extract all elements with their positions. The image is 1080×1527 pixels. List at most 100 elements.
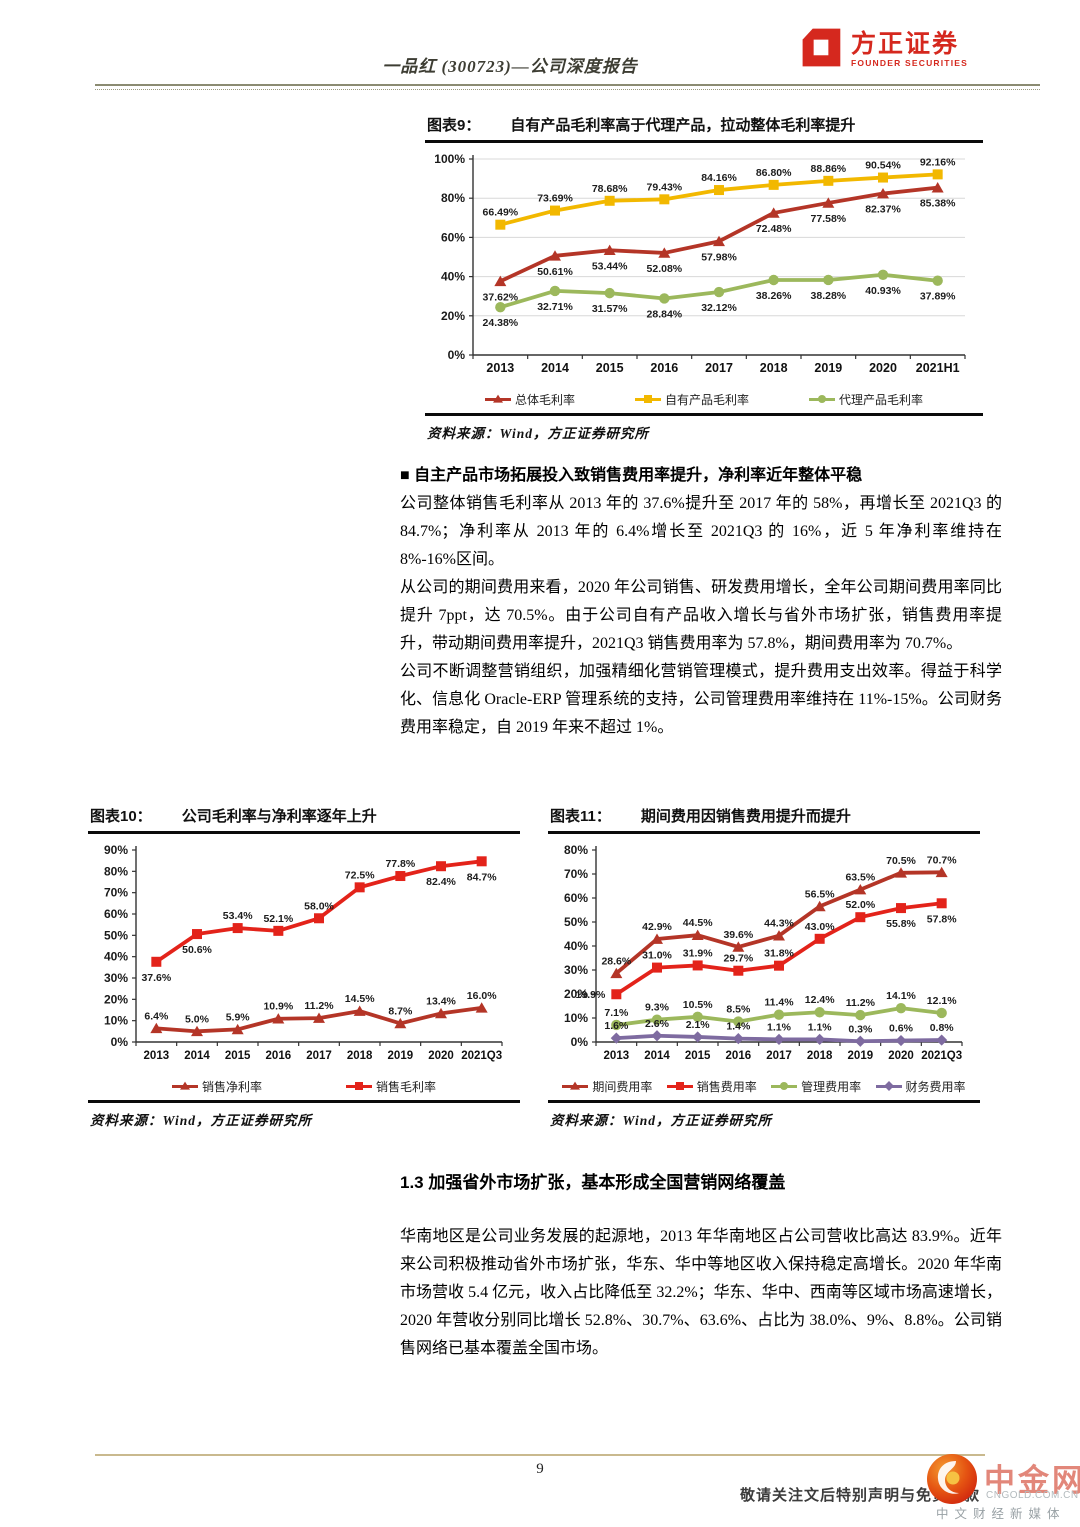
svg-text:2021Q3: 2021Q3: [461, 1050, 502, 1062]
svg-text:2015: 2015: [685, 1050, 711, 1062]
svg-text:92.16%: 92.16%: [920, 156, 956, 168]
svg-text:37.89%: 37.89%: [920, 291, 956, 303]
svg-text:0.6%: 0.6%: [889, 1023, 914, 1035]
svg-text:70%: 70%: [104, 886, 128, 900]
svg-text:31.57%: 31.57%: [592, 303, 628, 315]
triangle-marker-icon: [492, 394, 503, 403]
svg-text:66.49%: 66.49%: [483, 207, 519, 219]
watermark-name: 中金网: [984, 1463, 1080, 1498]
svg-text:2015: 2015: [596, 361, 624, 375]
legend-item: 管理费用率: [771, 1078, 861, 1095]
svg-text:0%: 0%: [111, 1035, 129, 1049]
legend-item: 代理产品毛利率: [808, 391, 923, 408]
figure-10-title-text: 公司毛利率与净利率逐年上升: [181, 808, 377, 825]
svg-text:50%: 50%: [104, 928, 128, 942]
svg-text:31.0%: 31.0%: [642, 950, 672, 962]
svg-text:2020: 2020: [888, 1050, 914, 1062]
svg-text:57.98%: 57.98%: [701, 251, 737, 263]
section-1-3: 1.3 加强省外市场扩张，基本形成全国营销网络覆盖 华南地区是公司业务发展的起源…: [400, 1168, 1002, 1363]
svg-text:2.6%: 2.6%: [645, 1018, 670, 1030]
svg-text:1.6%: 1.6%: [604, 1020, 629, 1032]
svg-text:8.7%: 8.7%: [388, 1005, 413, 1017]
svg-text:10.5%: 10.5%: [683, 999, 713, 1011]
svg-text:80%: 80%: [441, 191, 465, 205]
founder-securities-icon: [798, 24, 844, 75]
svg-text:42.9%: 42.9%: [642, 921, 672, 933]
svg-text:0.3%: 0.3%: [848, 1023, 873, 1035]
expense-ratio-line-chart: 0% 10% 20% 30% 40% 50% 60% 70% 80% 2013 2014 2015 20…: [548, 834, 980, 1074]
svg-text:70.7%: 70.7%: [927, 854, 957, 866]
svg-text:56.5%: 56.5%: [805, 888, 835, 900]
figure-11-source: 资料来源：Wind，方正证券研究所: [548, 1100, 980, 1129]
svg-text:2016: 2016: [266, 1050, 292, 1062]
figure-9-source: 资料来源：Wind，方正证券研究所: [425, 413, 983, 442]
svg-text:2018: 2018: [760, 361, 788, 375]
figure-11-title-text: 期间费用因销售费用提升而提升: [640, 808, 851, 825]
svg-text:38.28%: 38.28%: [811, 290, 847, 302]
svg-text:37.62%: 37.62%: [483, 291, 519, 303]
legend-label: 销售净利率: [201, 1079, 262, 1094]
svg-text:11.4%: 11.4%: [764, 997, 794, 1009]
legend-label: 代理产品毛利率: [838, 392, 923, 407]
svg-text:77.8%: 77.8%: [385, 858, 415, 870]
svg-text:79.43%: 79.43%: [647, 181, 683, 193]
analysis-text-block: ■ 自主产品市场拓展投入致销售费用率提升，净利率近年整体平稳 公司整体销售毛利率…: [400, 462, 1002, 742]
svg-text:5.0%: 5.0%: [185, 1013, 210, 1025]
svg-text:40%: 40%: [564, 939, 588, 953]
legend-label: 销售毛利率: [375, 1079, 436, 1094]
svg-text:2019: 2019: [388, 1050, 414, 1062]
bullet-heading: ■ 自主产品市场拓展投入致销售费用率提升，净利率近年整体平稳: [400, 467, 863, 484]
figure-9: 图表9： 自有产品毛利率高于代理产品，拉动整体毛利率提升 0% 20% 40% 60%…: [425, 112, 983, 442]
figure-10-legend: 销售净利率 销售毛利率: [88, 1074, 520, 1098]
svg-text:2016: 2016: [726, 1050, 752, 1062]
figure-11-legend: 期间费用率 销售费用率 管理费用率 财务费用率: [548, 1074, 980, 1098]
svg-text:8.5%: 8.5%: [726, 1004, 751, 1016]
svg-text:82.4%: 82.4%: [426, 876, 456, 888]
svg-text:2021Q3: 2021Q3: [921, 1050, 962, 1062]
svg-text:57.8%: 57.8%: [927, 913, 957, 925]
legend-label: 管理费用率: [801, 1079, 862, 1094]
svg-text:52.1%: 52.1%: [263, 913, 293, 925]
svg-text:32.12%: 32.12%: [701, 302, 737, 314]
svg-text:20%: 20%: [441, 309, 465, 323]
legend-item: 自有产品毛利率: [634, 391, 749, 408]
svg-text:20%: 20%: [104, 992, 128, 1006]
svg-text:37.6%: 37.6%: [141, 972, 171, 984]
svg-text:85.38%: 85.38%: [920, 198, 956, 210]
triangle-marker-icon: [179, 1081, 190, 1090]
gross-margin-line-chart: 0% 20% 40% 60% 80% 100% 2013 2014 2015 2016 2017 20…: [425, 143, 983, 387]
svg-text:63.5%: 63.5%: [845, 872, 875, 884]
svg-text:38.26%: 38.26%: [756, 290, 792, 302]
svg-text:86.80%: 86.80%: [756, 167, 792, 179]
svg-text:2018: 2018: [807, 1050, 833, 1062]
svg-text:14.5%: 14.5%: [345, 993, 375, 1005]
brand-name: 方正证券: [851, 30, 960, 59]
svg-text:11.2%: 11.2%: [304, 1000, 334, 1012]
svg-text:53.4%: 53.4%: [223, 910, 253, 922]
svg-text:72.5%: 72.5%: [345, 869, 375, 881]
svg-text:43.0%: 43.0%: [805, 921, 835, 933]
svg-text:10%: 10%: [104, 1014, 128, 1028]
svg-text:1.1%: 1.1%: [808, 1021, 833, 1033]
svg-text:80%: 80%: [104, 864, 128, 878]
svg-text:2017: 2017: [705, 361, 733, 375]
svg-text:52.08%: 52.08%: [647, 263, 683, 275]
legend-item: 期间费用率: [562, 1078, 652, 1095]
svg-text:2014: 2014: [644, 1050, 670, 1062]
cngold-watermark: 中金网 CNGOLD.COM.CN 中文财经新媒体: [908, 1437, 1080, 1527]
figure-10-title: 图表10： 公司毛利率与净利率逐年上升: [88, 803, 520, 834]
svg-text:7.1%: 7.1%: [604, 1007, 629, 1019]
figure-11-label: 图表11：: [550, 808, 611, 825]
svg-text:55.8%: 55.8%: [886, 918, 916, 930]
margin-netmargin-line-chart: 0% 10% 20% 30% 40% 50% 60% 70% 80% 90% 2013 2014 201…: [88, 834, 520, 1074]
svg-text:58.0%: 58.0%: [304, 900, 334, 912]
figure-11: 图表11： 期间费用因销售费用提升而提升 0% 10% 20% 30% 40% 50% 60…: [548, 803, 980, 1129]
square-marker-icon: [643, 395, 652, 403]
svg-text:60%: 60%: [104, 907, 128, 921]
section-paragraph: 华南地区是公司业务发展的起源地，2013 年华南地区占公司营收比高达 83.9%…: [400, 1228, 1002, 1357]
figure-9-title: 图表9： 自有产品毛利率高于代理产品，拉动整体毛利率提升: [425, 112, 983, 143]
svg-text:12.1%: 12.1%: [927, 995, 957, 1007]
circle-marker-icon: [817, 395, 826, 403]
paragraph-2: 从公司的期间费用来看，2020 年公司销售、研发费用增长，全年公司期间费用率同比…: [400, 579, 1002, 652]
svg-text:2013: 2013: [144, 1050, 170, 1062]
